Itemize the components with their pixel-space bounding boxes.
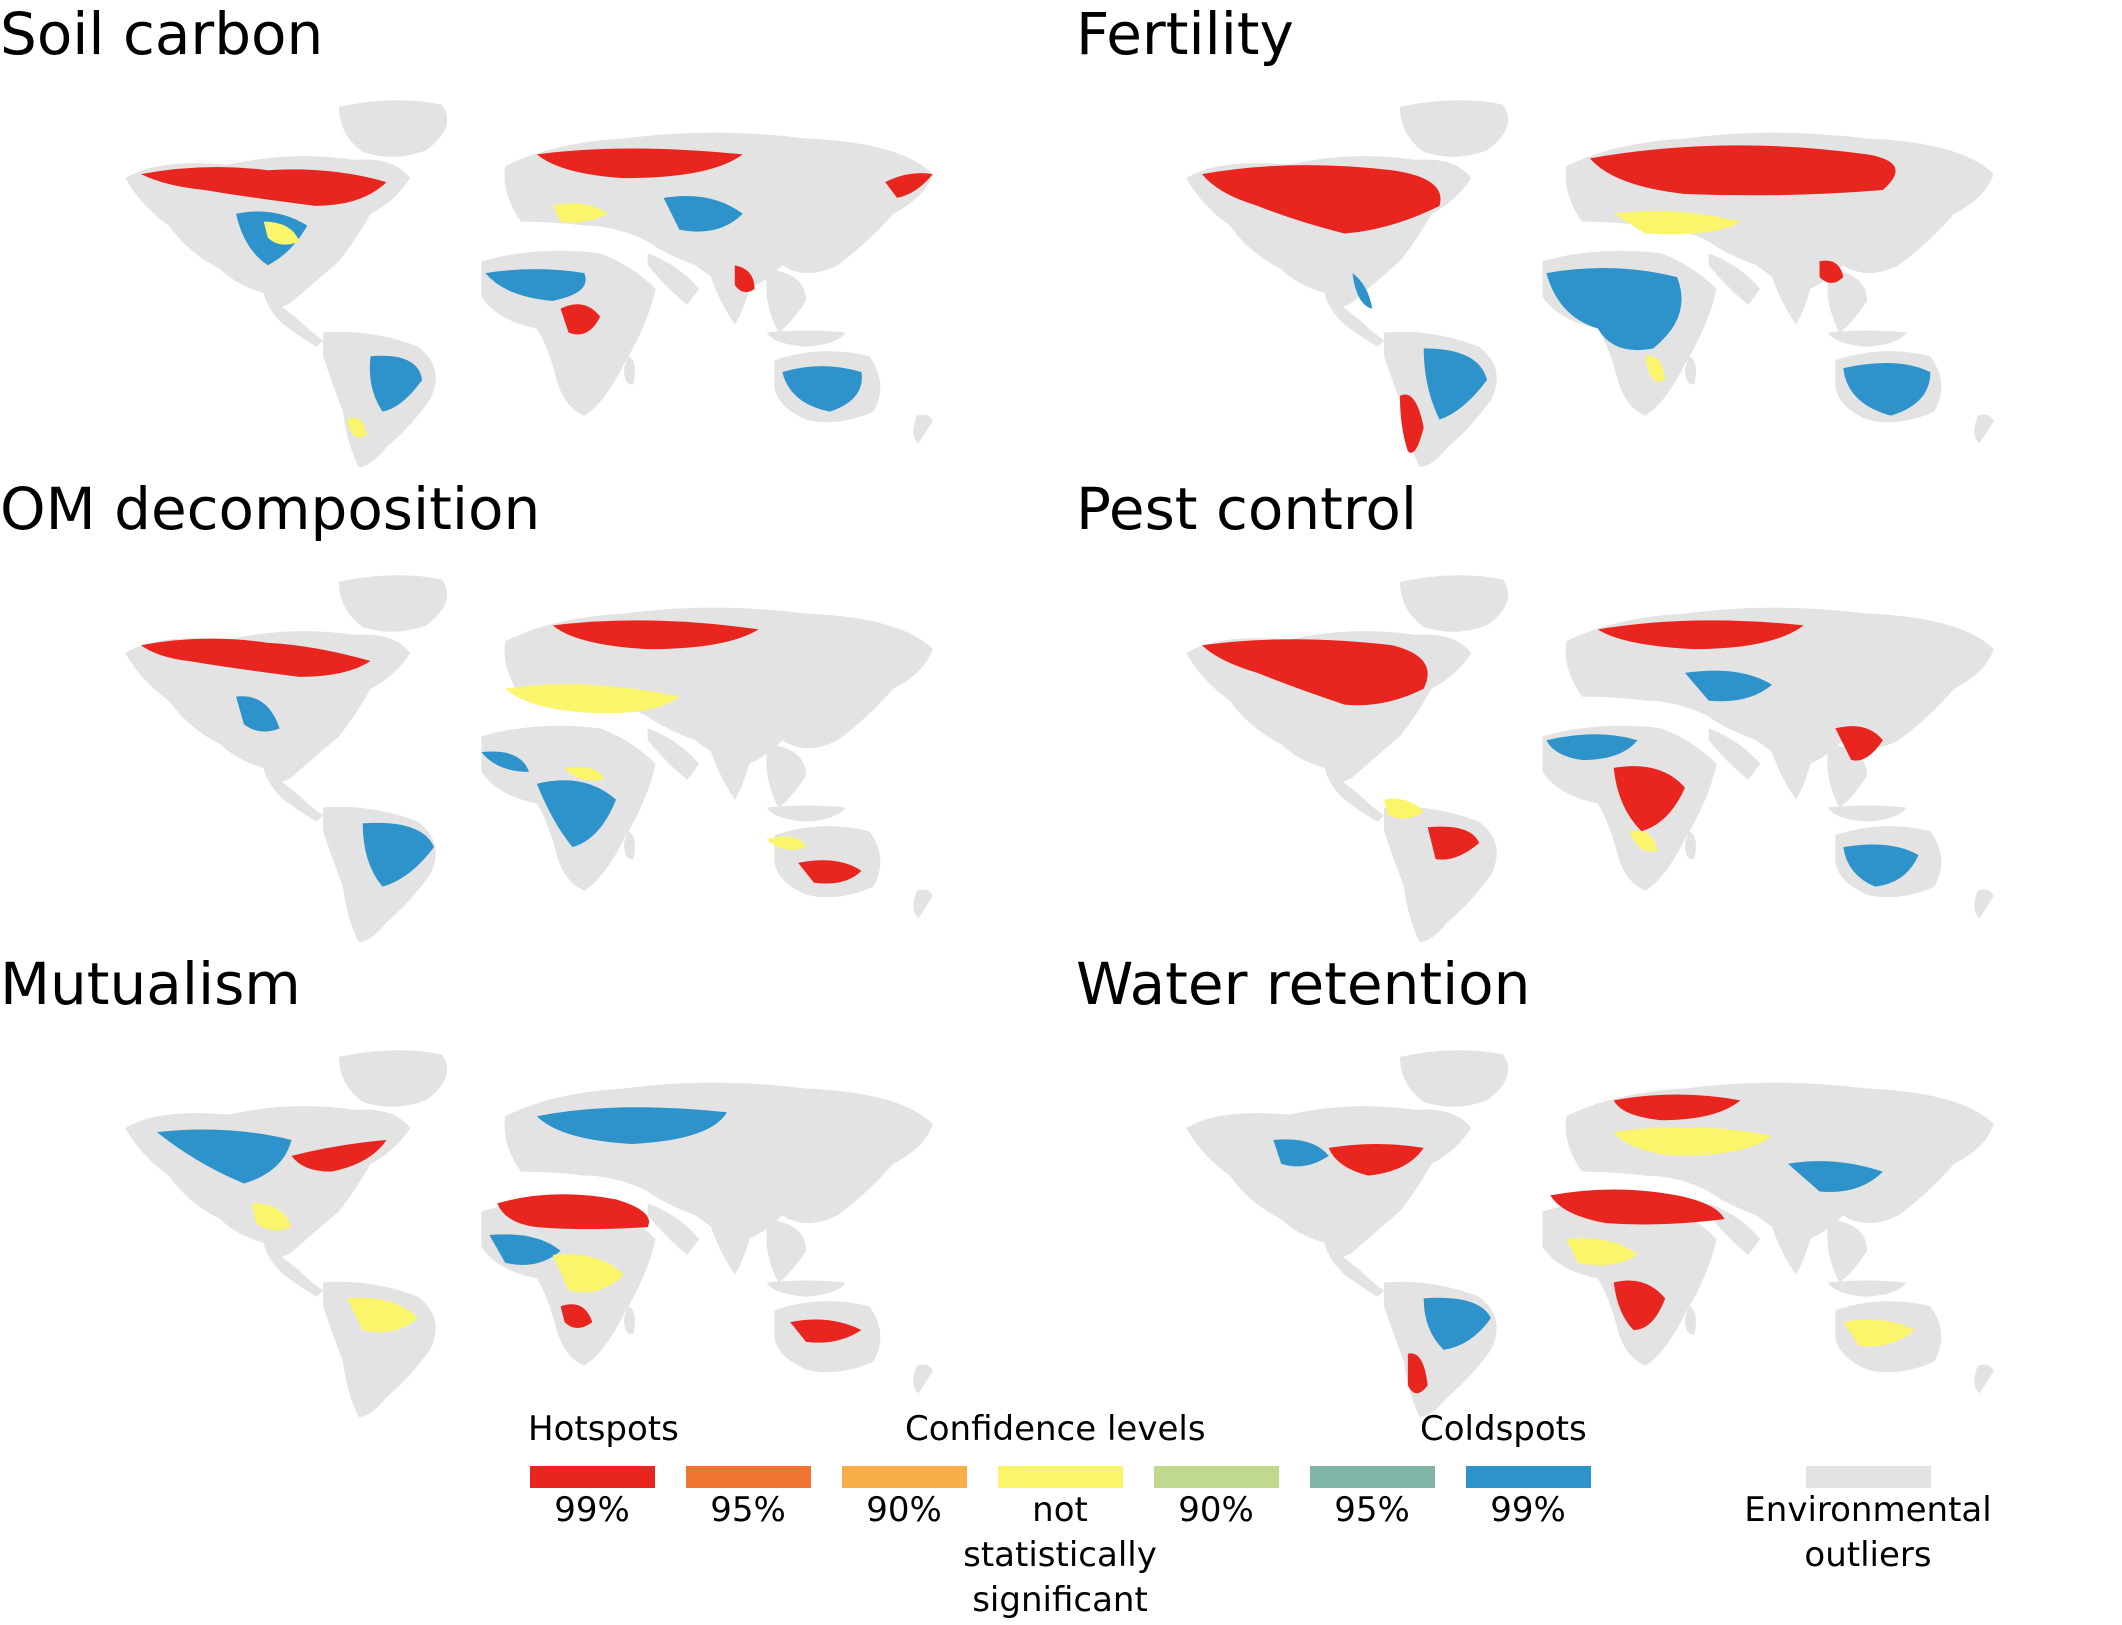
non-significant-areas [1566,1126,1915,1347]
legend-label-cold-95: 95% [1334,1490,1410,1530]
panel-title: Fertility [1076,0,1294,68]
legend-swatch-cold-95 [1310,1466,1435,1488]
legend-swatch-hot-90 [842,1466,967,1488]
world-map [1186,100,1994,468]
legend-swatch-environmental-outliers [1806,1466,1931,1488]
hotspot-areas [1202,145,1896,453]
hotspot-areas [1202,620,1883,860]
coldspot-areas [1546,670,1919,887]
panel-water-retention: Water retention [1061,955,2122,1430]
legend-swatch-hot-95 [686,1466,811,1488]
hotspot-areas [1328,1094,1741,1394]
world-map [1186,1050,1994,1418]
legend-label-cold-99: 99% [1490,1490,1566,1530]
legend-label-environmental-outliers: Environmental outliers [1744,1490,1992,1575]
world-map [1186,575,1994,943]
hotspot-areas [291,1140,862,1343]
non-significant-areas [263,203,609,438]
legend-coldspots-label: Coldspots [1420,1409,1587,1449]
non-significant-areas [505,684,807,850]
panel-title: OM decomposition [0,475,541,543]
panel-fertility: Fertility [1061,5,2122,480]
legend-label-hot-99: 99% [554,1490,630,1530]
legend-label-cold-90: 90% [1178,1490,1254,1530]
world-map [125,575,933,943]
coldspot-areas [1352,268,1931,420]
panel-title: Mutualism [0,950,301,1018]
world-map [125,1050,933,1418]
panel-soil-carbon: Soil carbon [0,5,1061,480]
panel-pest-control: Pest control [1061,480,2122,955]
legend-hotspots-label: Hotspots [528,1409,679,1449]
panel-title: Soil carbon [0,0,324,68]
world-map [125,100,933,468]
legend-swatch-hot-99 [530,1466,655,1488]
hotspot-areas [141,620,862,884]
coldspot-areas [1273,1139,1883,1350]
coldspot-areas [156,1107,727,1265]
legend-swatch-not-significant [998,1466,1123,1488]
panel-title: Water retention [1076,950,1531,1018]
legend-label-not-significant: not statistically significant [963,1490,1157,1620]
panel-om-decomposition: OM decomposition [0,480,1061,955]
non-significant-areas [1384,798,1658,852]
panel-title: Pest control [1076,475,1418,543]
hotspot-areas [141,148,933,335]
panel-mutualism: Mutualism [0,955,1061,1430]
legend-label-hot-95: 95% [710,1490,786,1530]
coldspot-areas [236,195,862,412]
legend-confidence-label: Confidence levels [905,1409,1206,1449]
legend-swatch-cold-99 [1466,1466,1591,1488]
legend-swatch-cold-90 [1154,1466,1279,1488]
legend-label-hot-90: 90% [866,1490,942,1530]
non-significant-areas [1613,211,1741,382]
coldspot-areas [236,696,617,887]
non-significant-areas [251,1203,624,1333]
